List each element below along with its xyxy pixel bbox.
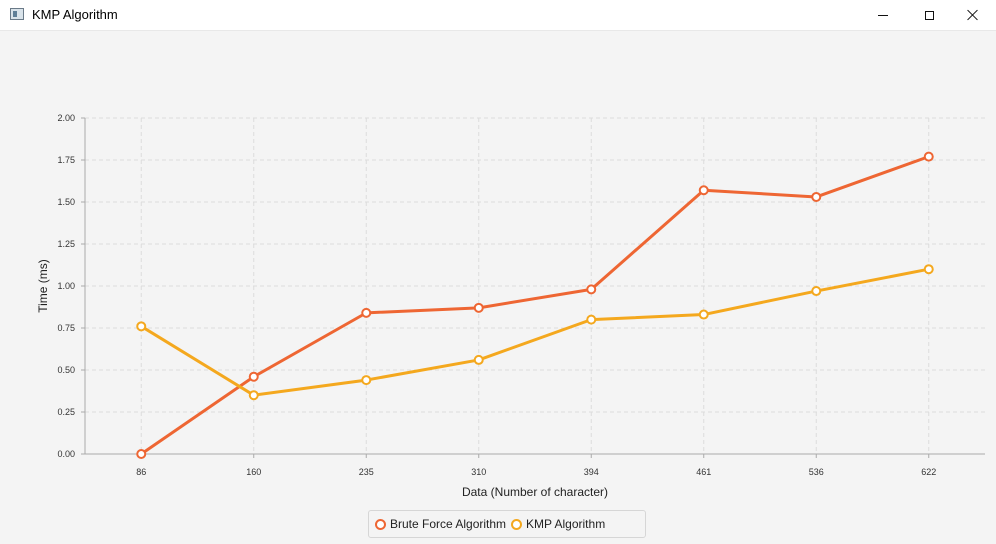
series-line-brute-force (140, 155, 930, 456)
data-point-kmp (586, 314, 597, 325)
y-tick-label: 0.50 (57, 365, 75, 375)
data-point-brute-force (136, 449, 147, 459)
x-tick-label: 160 (246, 467, 261, 477)
window-title: KMP Algorithm (32, 7, 118, 22)
x-tick-label: 310 (471, 467, 486, 477)
window-titlebar: KMP Algorithm (0, 0, 996, 31)
close-icon (967, 9, 979, 21)
y-tick-label: 1.25 (57, 239, 75, 249)
line-chart: 0.00 0.25 0.50 0.75 1.00 1.25 1.50 1.75 2.00 86 16… (36, 113, 985, 499)
y-tick-label: 2.00 (57, 113, 75, 123)
data-point-brute-force (361, 307, 372, 318)
data-point-brute-force (248, 371, 259, 382)
legend-item-kmp: KMP Algorithm (511, 517, 605, 531)
minimize-button[interactable] (860, 0, 906, 30)
x-tick-label: 235 (359, 467, 374, 477)
data-point-brute-force (586, 284, 597, 295)
data-point-kmp (361, 375, 372, 386)
legend-label-brute-force: Brute Force Algorithm (390, 517, 507, 531)
data-point-brute-force (923, 151, 934, 162)
y-tick-label: 1.50 (57, 197, 75, 207)
maximize-button[interactable] (906, 0, 952, 30)
y-axis-title: Time (ms) (36, 259, 50, 313)
maximize-icon (924, 10, 934, 20)
data-point-brute-force (698, 185, 709, 196)
x-tick-label: 86 (136, 467, 146, 477)
legend-marker-kmp (511, 518, 523, 530)
y-tick-label: 0.25 (57, 407, 75, 417)
x-axis-title: Data (Number of character) (462, 485, 608, 499)
y-tick-label: 1.00 (57, 281, 75, 291)
x-tick-label: 622 (921, 467, 936, 477)
x-tick-label: 461 (696, 467, 711, 477)
series-line-kmp (140, 267, 930, 397)
chart-legend: Brute Force Algorithm KMP Algorithm (368, 510, 646, 538)
y-tick-label: 1.75 (57, 155, 75, 165)
x-tick-label: 394 (584, 467, 599, 477)
data-point-kmp (811, 286, 822, 297)
close-button[interactable] (950, 0, 996, 30)
data-point-kmp (698, 309, 709, 320)
y-tick-label: 0.00 (57, 449, 75, 459)
data-point-kmp (248, 390, 259, 401)
minimize-icon (878, 14, 888, 16)
data-point-kmp (923, 264, 934, 275)
data-point-kmp (136, 321, 147, 332)
legend-item-brute-force: Brute Force Algorithm (375, 517, 506, 531)
app-icon (10, 8, 24, 20)
y-tick-label: 0.75 (57, 323, 75, 333)
x-tick-label: 536 (809, 467, 824, 477)
legend-marker-brute-force (375, 518, 386, 530)
legend-label-kmp: KMP Algorithm (526, 517, 606, 531)
data-point-brute-force (811, 191, 822, 202)
data-point-brute-force (473, 302, 484, 313)
data-point-kmp (473, 354, 484, 365)
